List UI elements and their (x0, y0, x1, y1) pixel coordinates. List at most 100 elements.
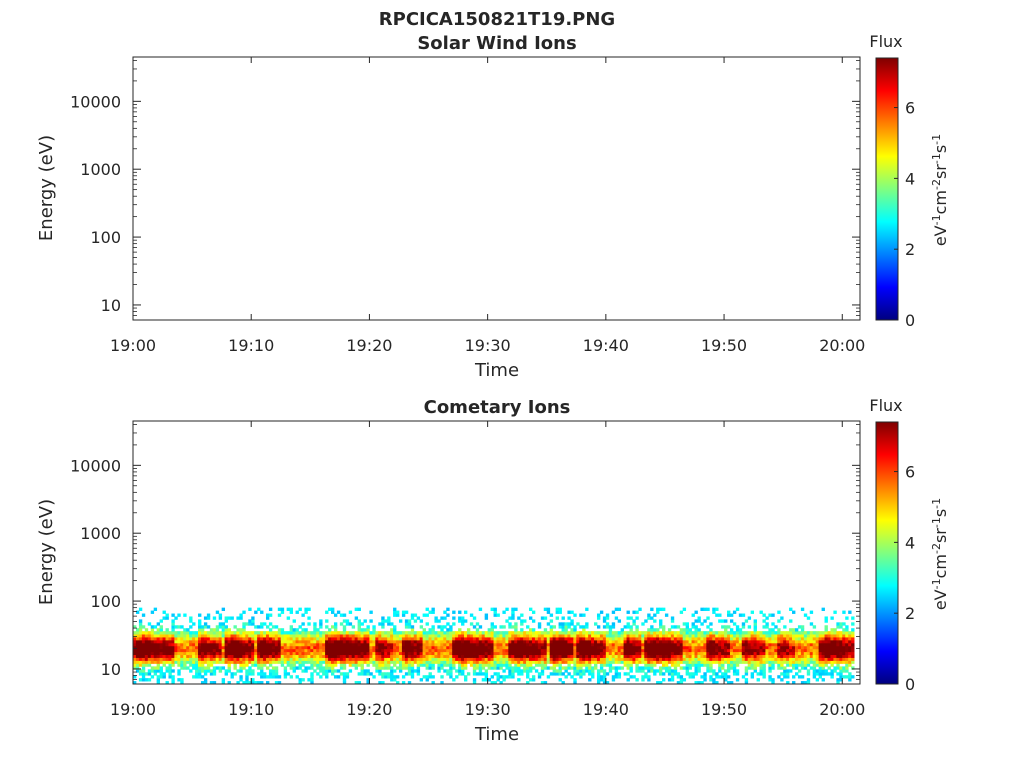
heatmap-cell (546, 660, 551, 664)
heatmap-cell (449, 634, 453, 638)
heatmap-cell (254, 681, 258, 684)
heatmap-cell (851, 651, 855, 656)
heatmap-cell (331, 666, 335, 670)
heatmap-cell (792, 642, 796, 647)
heatmap-cell (800, 642, 805, 647)
heatmap-cell (623, 663, 627, 667)
heatmap-cell (212, 642, 217, 647)
heatmap-cell (239, 666, 243, 670)
heatmap-cell (168, 651, 172, 656)
heatmap-cell (425, 631, 429, 635)
heatmap-cell (691, 663, 695, 667)
heatmap-cell (744, 634, 749, 638)
heatmap-cell (407, 625, 412, 629)
heatmap-cell (715, 634, 719, 638)
heatmap-cell (794, 651, 799, 656)
heatmap-cell (594, 622, 598, 626)
heatmap-cell (508, 669, 512, 673)
heatmap-cell (224, 639, 228, 644)
heatmap-cell (727, 654, 731, 658)
heatmap-cell (186, 651, 190, 656)
heatmap-cell (171, 631, 175, 635)
heatmap-cell (558, 631, 562, 635)
heatmap-cell (203, 622, 208, 626)
heatmap-cell (461, 657, 465, 661)
heatmap-cell (218, 645, 223, 650)
heatmap-cell (263, 634, 267, 638)
heatmap-cell (768, 613, 772, 617)
heatmap-cell (685, 637, 689, 641)
heatmap-cell (239, 654, 243, 658)
heatmap-cell (384, 666, 388, 670)
heatmap-cell (818, 657, 822, 661)
heatmap-cell (307, 648, 311, 653)
heatmap-cell (147, 645, 152, 650)
heatmap-cell (836, 654, 840, 658)
heatmap-cell (133, 631, 137, 635)
heatmap-cell (815, 678, 820, 682)
heatmap-cell (227, 637, 231, 641)
heatmap-cell (614, 642, 619, 647)
heatmap-cell (744, 651, 749, 656)
heatmap-cell (570, 610, 574, 614)
heatmap-cell (706, 666, 710, 670)
heatmap-cell (614, 639, 619, 644)
heatmap-cell (360, 631, 364, 635)
heatmap-cell (387, 648, 391, 653)
heatmap-cell (662, 663, 666, 667)
heatmap-cell (626, 678, 630, 682)
heatmap-cell (396, 675, 400, 679)
heatmap-cell (263, 660, 267, 664)
heatmap-cell (534, 648, 539, 653)
heatmap-cell (540, 639, 545, 644)
heatmap-cell (774, 654, 778, 658)
heatmap-cell (759, 610, 763, 614)
heatmap-cell (133, 634, 137, 638)
heatmap-cell (260, 631, 264, 635)
heatmap-cell (783, 642, 787, 647)
heatmap-cell (431, 660, 435, 664)
heatmap-cell (756, 672, 760, 676)
heatmap-cell (614, 648, 619, 653)
heatmap-cell (440, 648, 444, 653)
heatmap-cell (177, 637, 181, 641)
heatmap-cell (301, 637, 305, 641)
heatmap-cell (490, 654, 494, 658)
heatmap-cell (381, 672, 385, 676)
heatmap-cell (623, 639, 627, 644)
heatmap-cell (596, 613, 601, 617)
heatmap-cell (845, 628, 849, 632)
heatmap-cell (322, 666, 326, 670)
heatmap-cell (803, 634, 808, 638)
heatmap-cell (174, 625, 178, 629)
heatmap-cell (351, 654, 356, 658)
heatmap-cell (800, 648, 805, 653)
heatmap-cell (620, 660, 624, 664)
heatmap-cell (292, 628, 296, 632)
y-tick-label: 10000 (70, 92, 121, 111)
heatmap-cell (475, 645, 480, 650)
heatmap-cell (706, 637, 710, 641)
heatmap-cell (526, 648, 530, 653)
heatmap-cell (517, 631, 521, 635)
heatmap-cell (206, 613, 211, 617)
heatmap-cell (401, 610, 406, 614)
heatmap-cell (543, 648, 548, 653)
heatmap-cell (555, 660, 559, 664)
heatmap-cell (783, 654, 787, 658)
heatmap-cell (505, 607, 509, 611)
heatmap-cell (735, 637, 740, 641)
heatmap-cell (138, 619, 143, 623)
heatmap-cell (594, 657, 598, 661)
heatmap-cell (336, 675, 341, 679)
heatmap-cell (783, 660, 787, 664)
heatmap-cell (322, 654, 326, 658)
heatmap-cell (404, 639, 409, 644)
heatmap-cell (434, 619, 438, 623)
heatmap-cell (676, 672, 681, 676)
heatmap-cell (195, 642, 199, 647)
heatmap-cell (789, 607, 793, 611)
heatmap-cell (842, 669, 846, 673)
heatmap-cell (150, 637, 155, 641)
